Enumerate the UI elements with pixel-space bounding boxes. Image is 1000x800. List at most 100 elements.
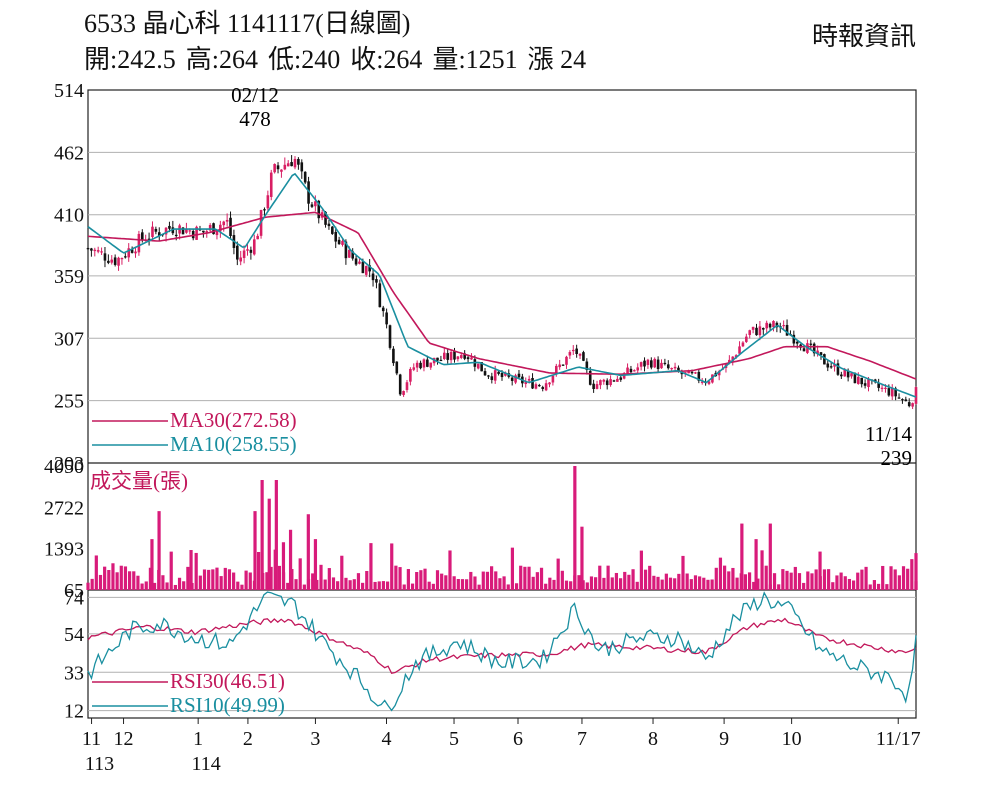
candle-body (371, 273, 375, 281)
y-tick-label: 255 (54, 391, 84, 413)
candle-body (470, 357, 473, 360)
volume-bar (889, 566, 893, 590)
candle-body (741, 342, 745, 347)
candle-body (188, 230, 192, 232)
volume-bar (768, 523, 772, 590)
candle-body (517, 373, 521, 378)
volume-bar (452, 576, 456, 590)
volume-bar (398, 567, 402, 590)
candle-body (208, 225, 212, 231)
candle-body (616, 378, 619, 382)
volume-bar (527, 566, 531, 590)
candle-body (531, 377, 534, 389)
volume-bar (427, 581, 431, 590)
candle-body (534, 384, 538, 389)
x-tick-label: 5 (449, 728, 459, 750)
volume-bar (656, 576, 660, 590)
candle-body (782, 325, 785, 327)
candle-body (809, 343, 813, 345)
candle-body (863, 383, 867, 386)
volume-bar (298, 558, 302, 590)
candle-body (629, 368, 633, 373)
volume-bar (664, 573, 668, 590)
candle-body (653, 358, 657, 368)
candle-body (310, 204, 314, 207)
candle-body (466, 357, 470, 360)
candle-body (605, 380, 609, 386)
volume-bar (847, 578, 852, 590)
candle-body (683, 372, 687, 374)
volume-bar (723, 565, 727, 590)
quote-open: 開:242.5 (84, 45, 176, 74)
volume-bar (211, 569, 215, 590)
volume-bar (132, 571, 136, 590)
candle-body (592, 383, 595, 390)
candle-body (327, 223, 331, 227)
volume-bar (157, 511, 161, 590)
volume-bar (390, 543, 394, 590)
volume-bar (340, 555, 344, 590)
candle-body (263, 209, 266, 211)
candle-body (619, 377, 623, 380)
candle-body (795, 341, 799, 344)
volume-bar (186, 566, 190, 590)
volume-bar (256, 551, 261, 590)
candle-body (130, 249, 134, 253)
volume-bar (818, 551, 822, 590)
candle-body (463, 353, 466, 359)
candle-body (364, 266, 368, 275)
volume-bar (202, 569, 207, 590)
candle-body (840, 374, 843, 377)
volume-bar (564, 580, 569, 590)
volume-bar (727, 571, 731, 590)
candle-body (884, 387, 887, 389)
candle-body (174, 234, 178, 237)
volume-bar (248, 572, 252, 590)
volume-bar (311, 573, 315, 590)
rsi-tick-label: 33 (64, 662, 84, 684)
volume-bar (119, 565, 123, 590)
volume-bar (851, 580, 856, 590)
volume-bar (606, 565, 610, 590)
candle-body (541, 387, 545, 389)
candle-body (317, 200, 321, 219)
volume-bar (348, 580, 352, 590)
candle-body (147, 238, 151, 240)
candle-body (602, 379, 606, 382)
volume-bar (323, 579, 327, 590)
candle-body (96, 250, 100, 252)
candle-body (483, 371, 487, 376)
volume-bar (827, 569, 831, 590)
x-tick-label: 10 (782, 728, 802, 750)
volume-bar (373, 581, 377, 590)
volume-bar (693, 575, 698, 590)
candle-body (636, 367, 640, 371)
candle-body (504, 372, 507, 376)
candle-body (582, 352, 585, 361)
candle-body (151, 226, 154, 237)
volume-bar (90, 578, 94, 590)
candle-body (568, 352, 572, 356)
volume-bar (207, 569, 211, 590)
candle-body (246, 249, 249, 251)
candle-body (819, 352, 823, 355)
candle-body (554, 365, 558, 375)
high-date-label: 02/12 (231, 83, 279, 107)
volume-bar (219, 576, 223, 590)
volume-bar (406, 569, 410, 590)
candle-body (588, 370, 592, 385)
volume-bar (831, 582, 835, 590)
volume-bar (494, 571, 498, 590)
candle-body (181, 227, 185, 235)
volume-tick-label: 65 (64, 580, 84, 602)
legend-label: MA30(272.58) (170, 408, 297, 432)
candle-body (609, 379, 612, 386)
volume-bar (876, 583, 881, 590)
candle-body (812, 343, 816, 354)
volume-bar (793, 566, 797, 590)
volume-bar (893, 569, 897, 590)
candle-body (134, 251, 137, 254)
candle-body (378, 283, 382, 308)
volume-bar (502, 576, 506, 590)
